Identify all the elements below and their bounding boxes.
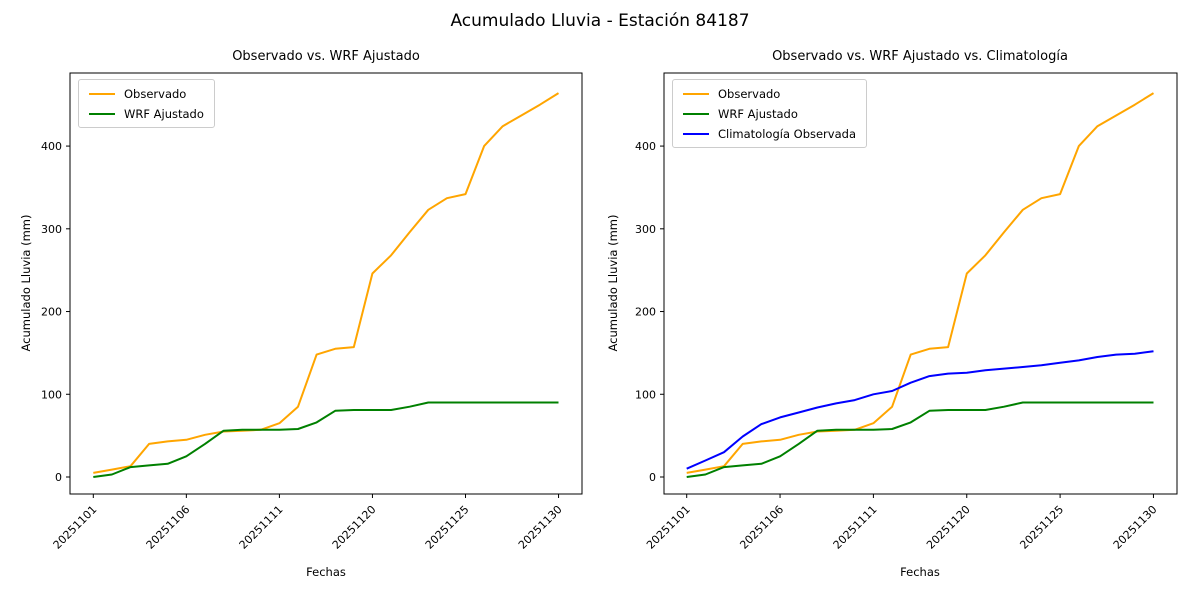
x-tick-label: 20251125 (423, 503, 472, 552)
y-tick-label: 0 (55, 471, 62, 484)
x-tick-label: 20251111 (237, 503, 286, 552)
legend-swatch-wrf-ajustado (89, 112, 115, 115)
x-tick-label: 20251120 (330, 503, 379, 552)
x-tick-label: 20251130 (1111, 503, 1160, 552)
series-line-climatolog-a-observada (686, 350, 1154, 470)
y-tick-label: 100 (635, 388, 656, 401)
legend-item: Observado (89, 85, 204, 102)
panel-right-title: Observado vs. WRF Ajustado vs. Climatolo… (772, 49, 1068, 64)
panel-right-ylabel: Acumulado Lluvia (mm) (606, 214, 620, 352)
x-tick-label: 20251101 (51, 503, 100, 552)
panel-left-legend: Observado WRF Ajustado (78, 79, 215, 128)
y-tick-label: 400 (41, 140, 62, 153)
legend-swatch-wrf-ajustado (683, 112, 709, 115)
x-tick-label: 20251106 (144, 503, 193, 552)
legend-item: Observado (683, 85, 856, 102)
legend-swatch-observado (683, 92, 709, 95)
x-tick-label: 20251130 (516, 503, 565, 552)
legend-item: WRF Ajustado (89, 105, 204, 122)
y-tick-label: 200 (635, 306, 656, 319)
legend-label: Observado (124, 86, 187, 101)
x-tick-label: 20251125 (1017, 503, 1066, 552)
series-line-observado (93, 92, 560, 474)
legend-item: Climatología Observada (683, 125, 856, 142)
panel-left-title: Observado vs. WRF Ajustado (232, 49, 420, 64)
figure-title: Acumulado Lluvia - Estación 84187 (450, 11, 750, 31)
legend-swatch-observado (89, 92, 115, 95)
panel-left-ylabel: Acumulado Lluvia (mm) (19, 214, 33, 352)
legend-label: Climatología Observada (718, 126, 856, 141)
legend-label: WRF Ajustado (718, 106, 798, 121)
y-tick-label: 100 (41, 388, 62, 401)
x-tick-label: 20251101 (644, 503, 693, 552)
series-line-wrf-ajustado (686, 401, 1154, 478)
legend-label: Observado (718, 86, 781, 101)
legend-label: WRF Ajustado (124, 106, 204, 121)
series-line-observado (686, 92, 1155, 474)
legend-swatch-climatologia-observada (683, 132, 709, 135)
legend-item: WRF Ajustado (683, 105, 856, 122)
y-tick-label: 300 (635, 223, 656, 236)
axes-frame (663, 72, 1178, 495)
y-tick-label: 0 (649, 471, 656, 484)
x-tick-label: 20251111 (831, 503, 880, 552)
panel-right-xlabel: Fechas (900, 565, 940, 579)
axes-frame (69, 72, 583, 495)
x-tick-label: 20251106 (737, 503, 786, 552)
series-line-wrf-ajustado (93, 401, 559, 478)
x-tick-label: 20251120 (924, 503, 973, 552)
panel-left-xlabel: Fechas (306, 565, 346, 579)
y-tick-label: 200 (41, 306, 62, 319)
y-tick-label: 300 (41, 223, 62, 236)
y-tick-label: 400 (635, 140, 656, 153)
panel-right-legend: Observado WRF Ajustado Climatología Obse… (672, 79, 867, 148)
